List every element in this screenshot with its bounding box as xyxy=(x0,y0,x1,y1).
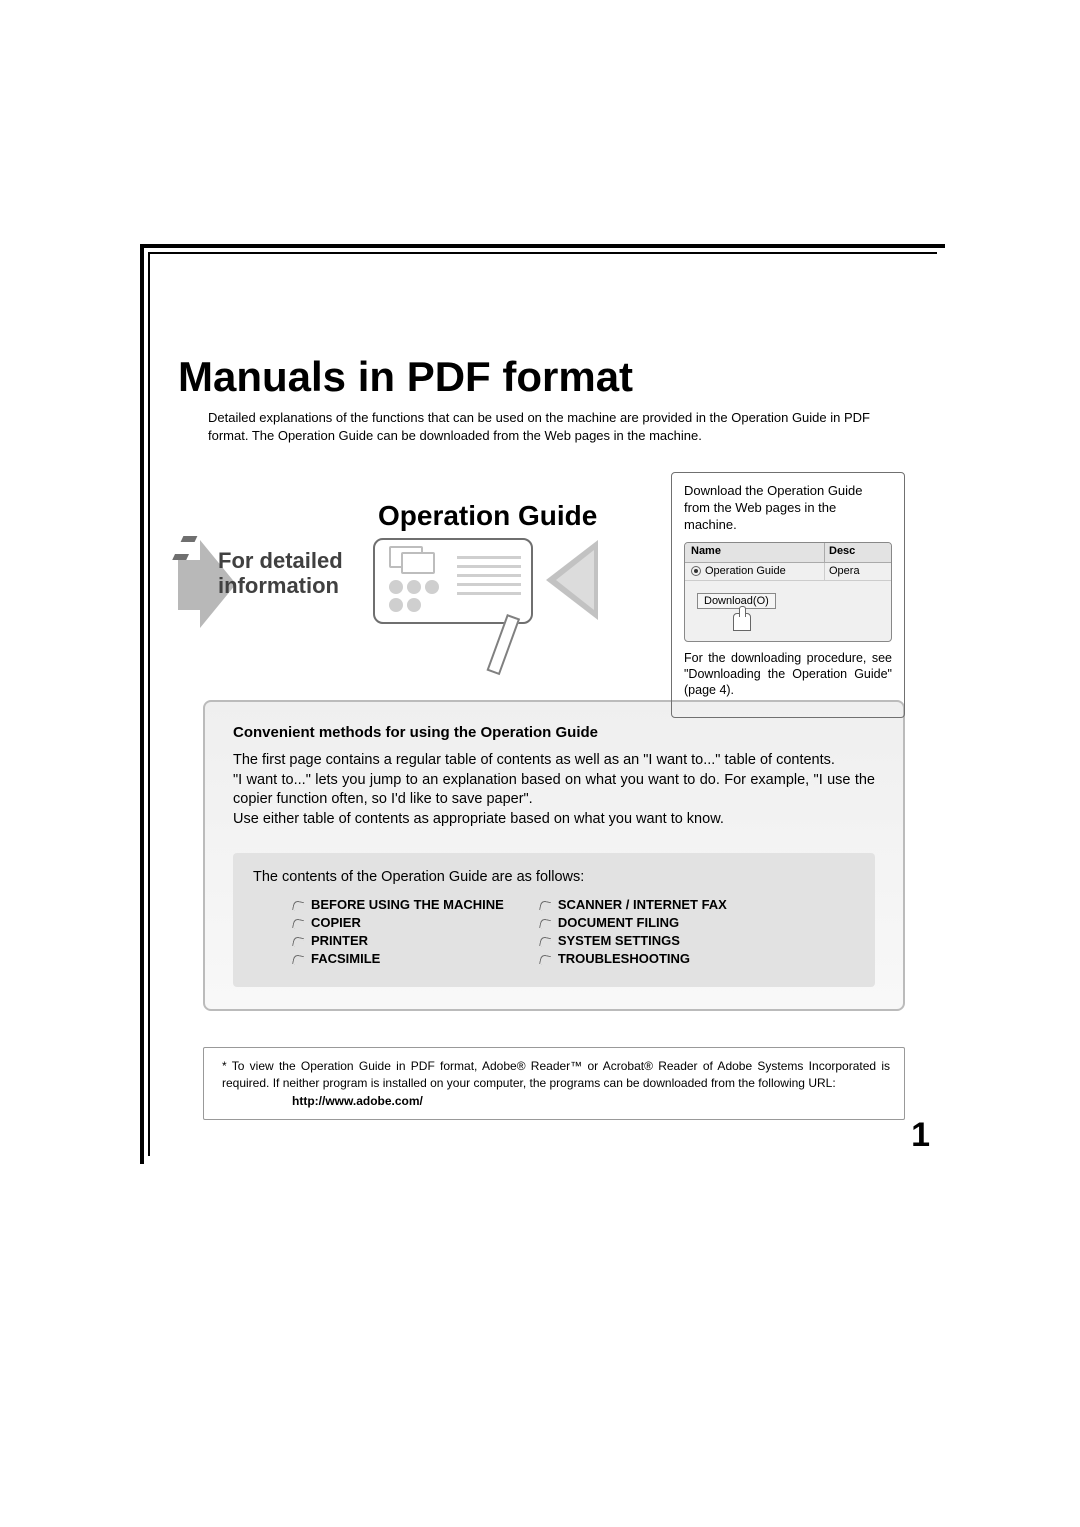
toc-item: FACSIMILE xyxy=(293,951,504,966)
download-box: Download the Operation Guide from the We… xyxy=(671,472,905,717)
toc-item: TROUBLESHOOTING xyxy=(540,951,727,966)
cursor-hand-icon xyxy=(733,613,751,631)
footnote-text: * To view the Operation Guide in PDF for… xyxy=(222,1059,890,1089)
bullet-icon xyxy=(539,900,551,912)
pen-icon xyxy=(483,614,553,684)
page-number: 1 xyxy=(911,1116,930,1155)
card-para3: Use either table of contents as appropri… xyxy=(233,810,875,830)
toc-item: PRINTER xyxy=(293,933,504,948)
toc-lead: The contents of the Operation Guide are … xyxy=(253,869,855,885)
toc-left: BEFORE USING THE MACHINE COPIER PRINTER … xyxy=(293,897,504,969)
bullet-icon xyxy=(539,918,551,930)
operation-guide-title: Operation Guide xyxy=(378,500,597,532)
toc-item: COPIER xyxy=(293,915,504,930)
for-detailed-label: For detailed information xyxy=(218,548,343,599)
download-button[interactable]: Download(O) xyxy=(697,593,776,609)
bullet-icon xyxy=(292,900,304,912)
radio-icon xyxy=(691,566,701,576)
middle-row: For detailed information Operation Guide… xyxy=(178,472,905,682)
row-name: Operation Guide xyxy=(685,563,825,580)
toc-item: BEFORE USING THE MACHINE xyxy=(293,897,504,912)
row-desc: Opera xyxy=(825,563,891,580)
toc-item: DOCUMENT FILING xyxy=(540,915,727,930)
left-arrow-icon xyxy=(546,540,598,620)
footnote-box: * To view the Operation Guide in PDF for… xyxy=(203,1047,905,1120)
toc-item: SYSTEM SETTINGS xyxy=(540,933,727,948)
for-detailed-line2: information xyxy=(218,573,339,598)
col-desc: Desc xyxy=(825,543,891,562)
toc-item: SCANNER / INTERNET FAX xyxy=(540,897,727,912)
download-note: For the downloading procedure, see "Down… xyxy=(684,650,892,699)
arrow-marks-icon xyxy=(181,536,198,542)
toc-columns: BEFORE USING THE MACHINE COPIER PRINTER … xyxy=(253,897,855,969)
booklet-icon xyxy=(373,538,543,658)
download-panel: Name Desc Operation Guide Opera Download… xyxy=(684,542,892,642)
card-para1: The first page contains a regular table … xyxy=(233,751,875,771)
bullet-icon xyxy=(292,936,304,948)
page-intro: Detailed explanations of the functions t… xyxy=(208,409,905,444)
footnote-url[interactable]: http://www.adobe.com/ xyxy=(222,1093,890,1109)
bullet-icon xyxy=(292,918,304,930)
bullet-icon xyxy=(539,954,551,966)
toc-right: SCANNER / INTERNET FAX DOCUMENT FILING S… xyxy=(540,897,727,969)
toc-card: The contents of the Operation Guide are … xyxy=(233,853,875,987)
bullet-icon xyxy=(292,954,304,966)
download-intro: Download the Operation Guide from the We… xyxy=(684,483,892,534)
page-title: Manuals in PDF format xyxy=(178,353,905,401)
card-para2: "I want to..." lets you jump to an expla… xyxy=(233,771,875,810)
card-heading: Convenient methods for using the Operati… xyxy=(233,724,875,741)
for-detailed-line1: For detailed xyxy=(218,548,343,573)
col-name: Name xyxy=(685,543,825,562)
bullet-icon xyxy=(539,936,551,948)
convenient-card: Convenient methods for using the Operati… xyxy=(203,700,905,1011)
page-content: Manuals in PDF format Detailed explanati… xyxy=(178,353,905,1127)
